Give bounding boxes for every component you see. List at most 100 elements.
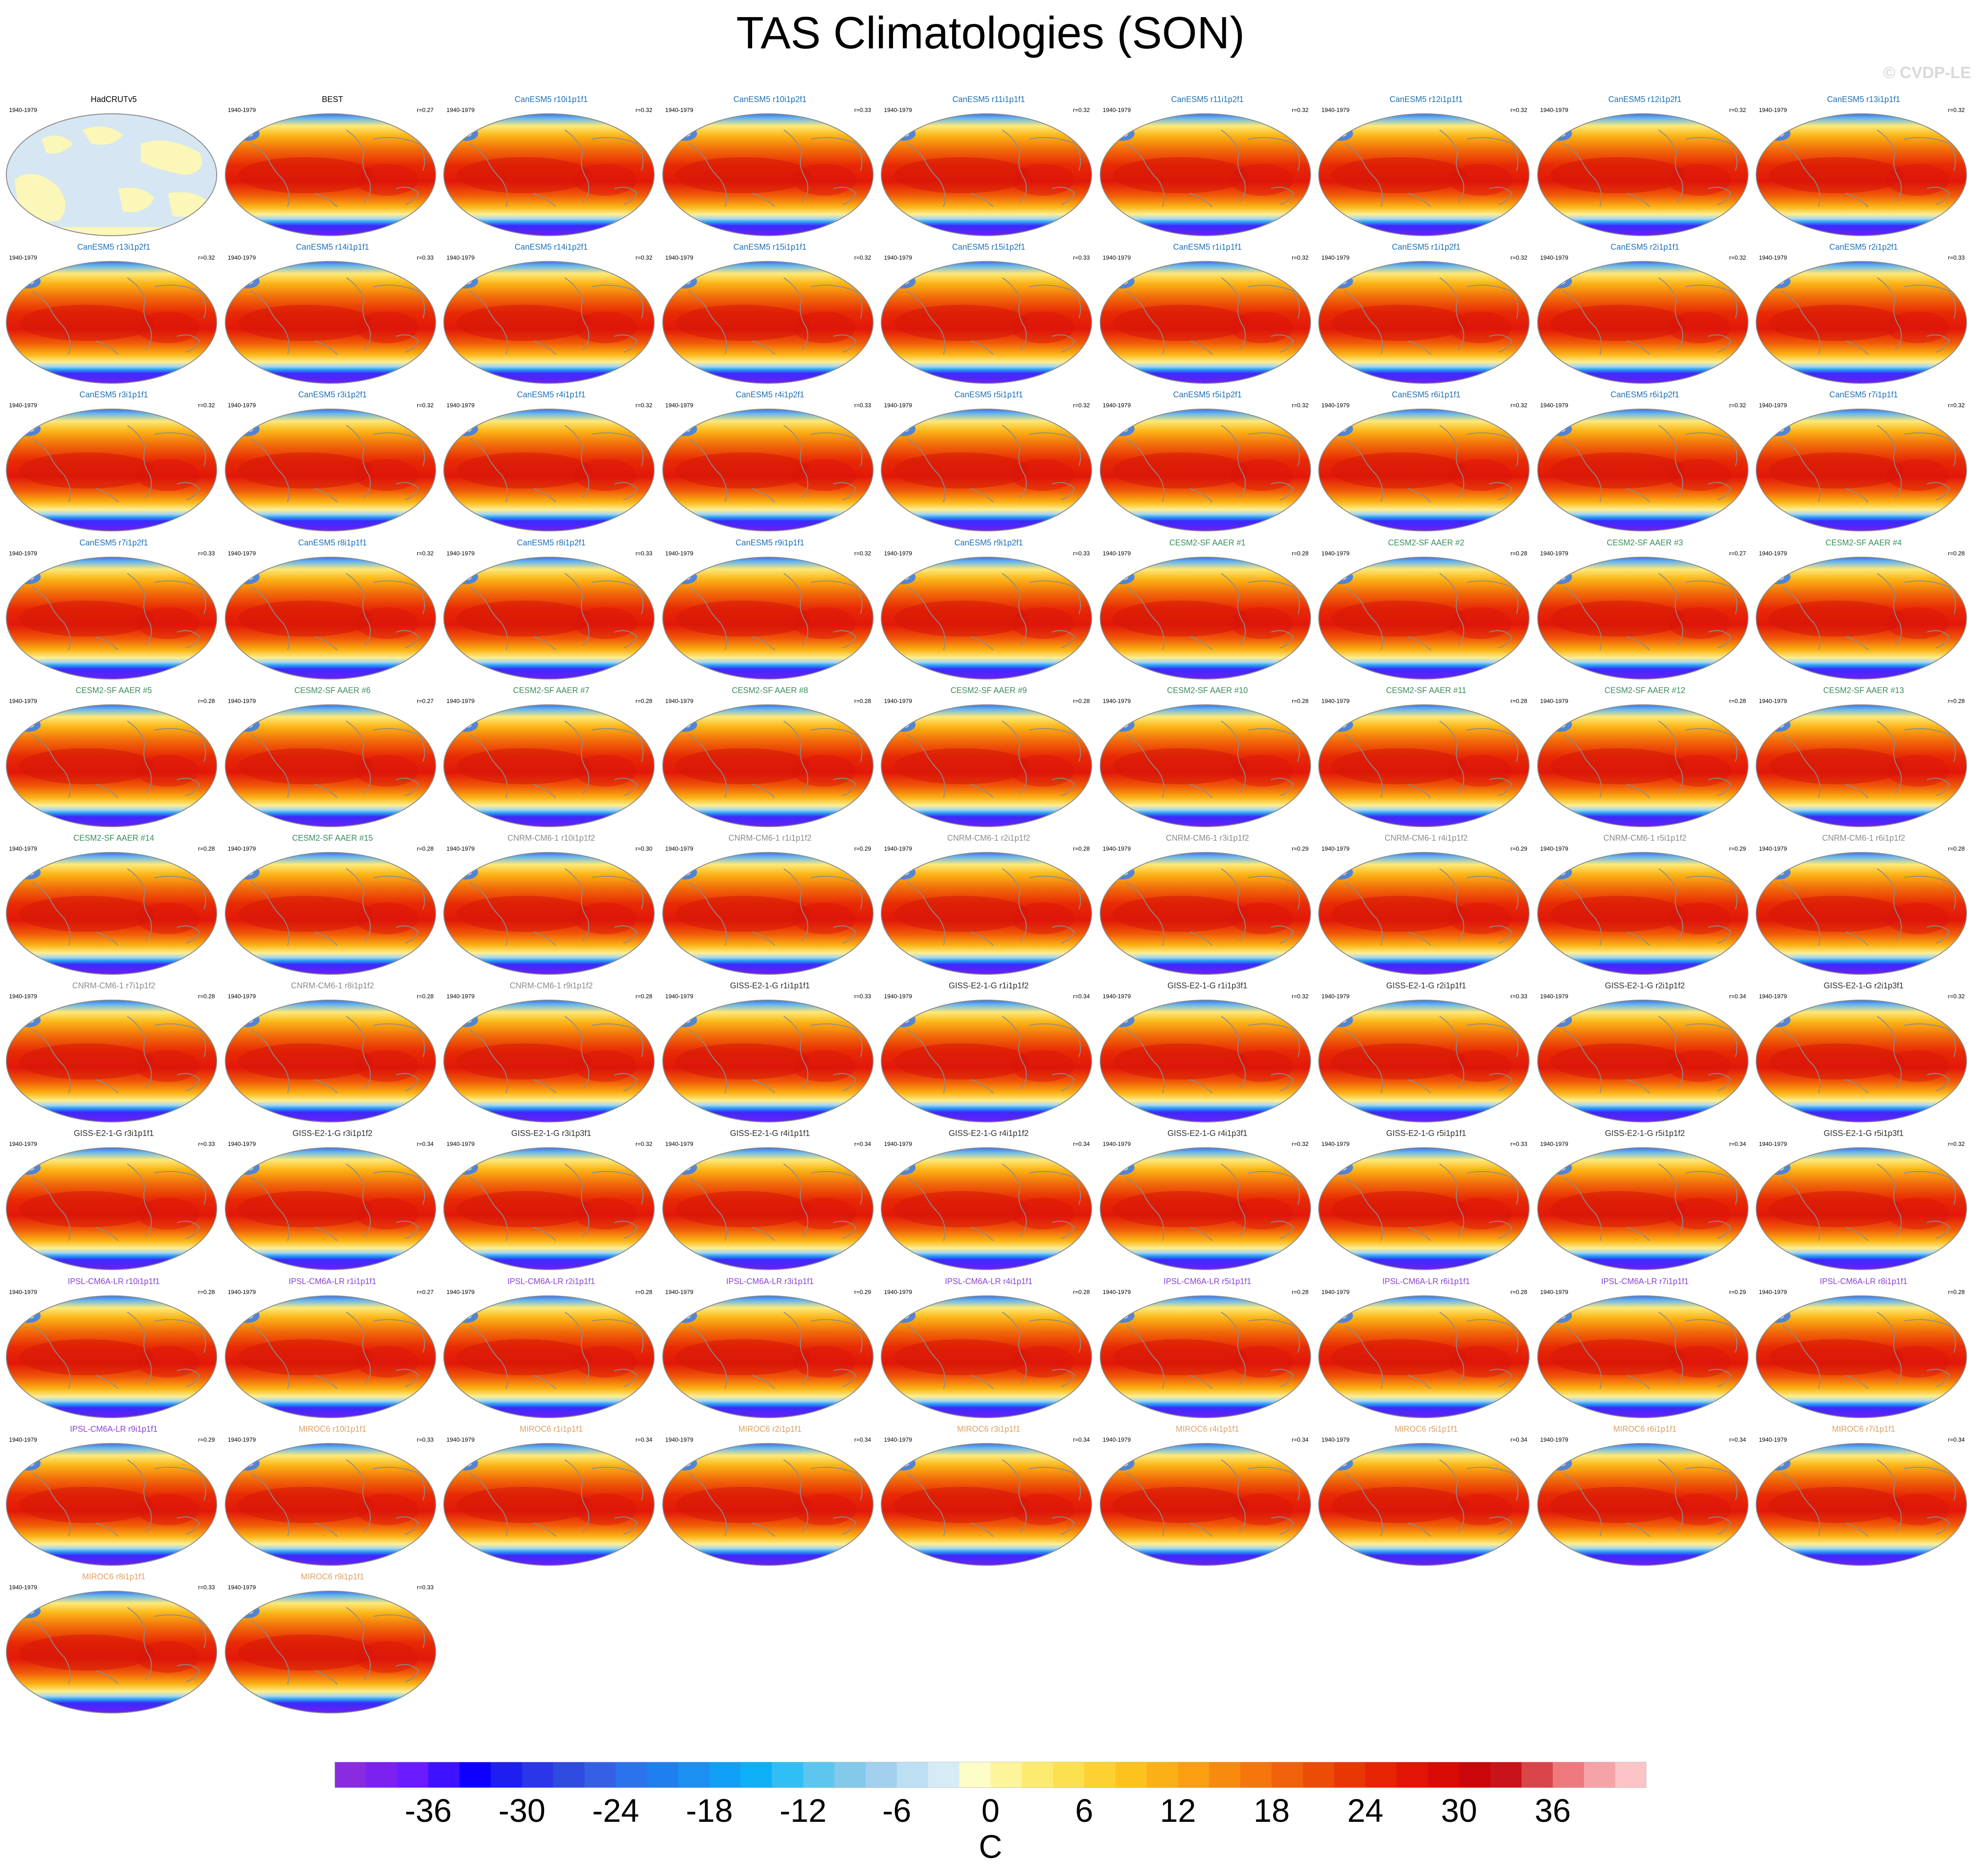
colorbar-swatch (646, 1762, 679, 1788)
panel-map (881, 261, 1092, 384)
map-panel: CanESM5 r1i1p2f1 1940-1979 r=0.32 (1318, 242, 1535, 391)
map-panel: CanESM5 r13i1p1f1 1940-1979 r=0.32 (1755, 94, 1972, 243)
panel-correlation: r=0.32 (1510, 254, 1527, 261)
panel-map (1756, 113, 1967, 236)
panel-map (6, 1000, 217, 1123)
panel-title: CanESM5 r6i1p1f1 (1391, 390, 1461, 400)
panel-title: GISS-E2-1-G r3i1p1f1 (74, 1129, 154, 1138)
panel-map (443, 1147, 655, 1271)
panel-map (443, 1295, 655, 1418)
map-panel: CNRM-CM6-1 r4i1p1f2 1940-1979 r=0.29 (1318, 833, 1535, 982)
panel-correlation: r=0.28 (417, 845, 434, 852)
panel-period: 1940-1979 (9, 845, 37, 852)
map-panel: CNRM-CM6-1 r3i1p1f2 1940-1979 r=0.29 (1099, 833, 1316, 982)
panel-period: 1940-1979 (1102, 107, 1131, 113)
colorbar-swatch (1615, 1762, 1646, 1788)
map-panel: GISS-E2-1-G r1i1p1f1 1940-1979 r=0.33 (662, 980, 879, 1129)
colorbar-swatch (678, 1762, 710, 1788)
map-panel: MIROC6 r8i1p1f1 1940-1979 r=0.33 (5, 1571, 222, 1720)
panel-title: GISS-E2-1-G r4i1p3f1 (1167, 1129, 1248, 1138)
map-panel: GISS-E2-1-G r3i1p1f2 1940-1979 r=0.34 (224, 1128, 441, 1277)
panel-map (443, 261, 655, 384)
panel-title: GISS-E2-1-G r5i1p1f1 (1386, 1129, 1466, 1138)
panel-correlation: r=0.33 (635, 549, 652, 557)
panel-period: 1940-1979 (1321, 254, 1350, 261)
panel-correlation: r=0.27 (1729, 549, 1746, 557)
map-panel: CNRM-CM6-1 r10i1p1f2 1940-1979 r=0.30 (443, 833, 660, 982)
panel-title: MIROC6 r4i1p1f1 (1176, 1424, 1239, 1434)
panel-map (1318, 556, 1530, 680)
panel-period: 1940-1979 (446, 254, 475, 261)
panel-correlation: r=0.33 (1948, 254, 1965, 261)
map-panel: GISS-E2-1-G r3i1p3f1 1940-1979 r=0.32 (443, 1128, 660, 1277)
panel-map (881, 409, 1092, 532)
panel-period: 1940-1979 (1102, 993, 1131, 1000)
panel-map (1318, 113, 1530, 236)
panel-correlation: r=0.28 (1948, 845, 1965, 852)
map-panel: CanESM5 r8i1p2f1 1940-1979 r=0.33 (443, 537, 660, 686)
panel-map (1099, 852, 1311, 975)
colorbar-tick-labels: -36 -30 -24 -18 -12 -6 0 6 12 18 24 30 36 (335, 1792, 1646, 1833)
panel-map (1099, 704, 1311, 827)
colorbar-tick-label: 12 (1160, 1793, 1196, 1829)
colorbar-swatch (740, 1762, 772, 1788)
panel-correlation: r=0.33 (198, 1140, 215, 1148)
panel-correlation: r=0.28 (1073, 697, 1090, 704)
map-panel: CanESM5 r11i1p1f1 1940-1979 r=0.32 (880, 94, 1097, 243)
panel-title: GISS-E2-1-G r1i1p3f1 (1167, 981, 1248, 991)
panel-period: 1940-1979 (884, 1140, 912, 1148)
panel-correlation: r=0.29 (854, 1288, 871, 1295)
panel-map (224, 113, 436, 236)
panel-map (443, 556, 655, 680)
panel-period: 1940-1979 (884, 697, 912, 704)
panel-period: 1940-1979 (9, 1140, 37, 1148)
panel-title: IPSL-CM6A-LR r3i1p1f1 (726, 1276, 814, 1286)
panel-map (6, 556, 217, 680)
map-panel: CESM2-SF AAER #7 1940-1979 r=0.28 (443, 685, 660, 834)
map-panel: CanESM5 r12i1p2f1 1940-1979 r=0.32 (1537, 94, 1753, 243)
panel-title: CanESM5 r6i1p2f1 (1610, 390, 1679, 400)
map-panel: IPSL-CM6A-LR r9i1p1f1 1940-1979 r=0.29 (5, 1424, 222, 1573)
panel-period: 1940-1979 (9, 993, 37, 1000)
panel-title: CESM2-SF AAER #7 (513, 685, 590, 695)
panel-map (662, 556, 874, 680)
panel-map (662, 261, 874, 384)
panel-period: 1940-1979 (884, 993, 912, 1000)
panel-title: CNRM-CM6-1 r9i1p1f2 (509, 981, 593, 991)
map-panel: IPSL-CM6A-LR r10i1p1f1 1940-1979 r=0.28 (5, 1276, 222, 1425)
panel-correlation: r=0.33 (417, 254, 434, 261)
colorbar-swatch (1146, 1762, 1178, 1788)
colorbar-unit: C (979, 1829, 1002, 1865)
panel-period: 1940-1979 (228, 402, 256, 409)
colorbar-swatch (1022, 1762, 1053, 1788)
panel-period: 1940-1979 (884, 107, 912, 113)
panel-map (1537, 852, 1748, 975)
map-panel: CESM2-SF AAER #11 1940-1979 r=0.28 (1318, 685, 1535, 834)
panel-correlation: r=0.32 (417, 549, 434, 557)
colorbar-swatch (1490, 1762, 1522, 1788)
panel-correlation: r=0.28 (417, 993, 434, 1000)
panel-map (1099, 1295, 1311, 1418)
colorbar-swatch (772, 1762, 804, 1788)
panel-title: GISS-E2-1-G r1i1p1f1 (730, 981, 810, 991)
panel-map (443, 852, 655, 975)
map-panel: CESM2-SF AAER #4 1940-1979 r=0.28 (1755, 537, 1972, 686)
map-panel: CanESM5 r2i1p2f1 1940-1979 r=0.33 (1755, 242, 1972, 391)
colorbar-tick-label: -6 (882, 1793, 911, 1829)
map-panel: CanESM5 r2i1p1f1 1940-1979 r=0.32 (1537, 242, 1753, 391)
colorbar-swatch (928, 1762, 960, 1788)
map-panel: CESM2-SF AAER #5 1940-1979 r=0.28 (5, 685, 222, 834)
panel-correlation: r=0.28 (1073, 845, 1090, 852)
map-panel: CanESM5 r5i1p2f1 1940-1979 r=0.32 (1099, 389, 1316, 538)
panel-title: MIROC6 r8i1p1f1 (82, 1572, 146, 1581)
panel-title: GISS-E2-1-G r3i1p3f1 (511, 1129, 591, 1138)
panel-correlation: r=0.32 (1729, 107, 1746, 113)
panel-correlation: r=0.34 (1729, 1140, 1746, 1148)
map-panel: CanESM5 r4i1p2f1 1940-1979 r=0.33 (662, 389, 879, 538)
colorbar (335, 1762, 1646, 1788)
panel-period: 1940-1979 (228, 1436, 256, 1443)
panel-title: CanESM5 r15i1p2f1 (952, 242, 1026, 252)
colorbar-swatch (1334, 1762, 1366, 1788)
panel-correlation: r=0.28 (635, 697, 652, 704)
colorbar-swatch (803, 1762, 835, 1788)
